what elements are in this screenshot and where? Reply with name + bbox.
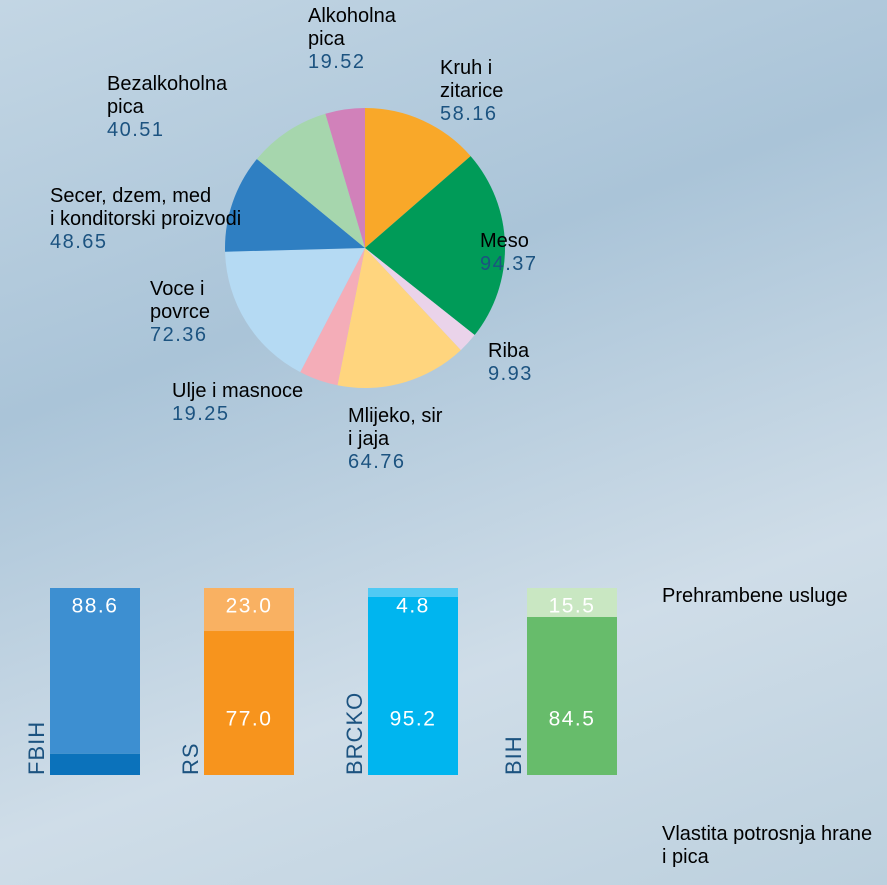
slice-label: Mlijeko, sir i jaja <box>348 405 442 451</box>
bar-segment <box>368 597 458 775</box>
slice-label: Riba <box>488 340 529 363</box>
category-label: FBIH <box>24 721 49 775</box>
bar-value-label: 84.5 <box>549 708 596 731</box>
bar-value-label: 4.8 <box>396 595 430 618</box>
slice-value: 19.25 <box>172 403 230 426</box>
slice-label: Voce i povrce <box>150 278 210 324</box>
slice-value: 19.52 <box>308 51 366 74</box>
bar-value-label: 95.2 <box>390 708 437 731</box>
slice-label: Secer, dzem, med i konditorski proizvodi <box>50 185 241 231</box>
legend-entry: Vlastita potrosnja hrane i pica <box>662 823 882 869</box>
category-label: RS <box>178 742 203 775</box>
bar-value-label: 88.6 <box>72 595 119 618</box>
slice-label: Ulje i masnoce <box>172 380 303 403</box>
slice-value: 94.37 <box>480 253 538 276</box>
slice-label: Meso <box>480 230 529 253</box>
bar-segment <box>527 617 617 775</box>
bar-segment <box>204 631 294 775</box>
bar-value-label: 23.0 <box>226 595 273 618</box>
slice-value: 72.36 <box>150 324 208 347</box>
legend-entry: Prehrambene usluge <box>662 585 852 608</box>
bar-value-label: 77.0 <box>226 708 273 731</box>
category-label: BRCKO <box>342 692 367 775</box>
infographic: 11.488.6FBIH77.023.0RS95.24.8BRCKO84.515… <box>0 0 887 885</box>
slice-label: Bezalkoholna pica <box>107 73 227 119</box>
category-label: BIH <box>501 735 526 775</box>
slice-value: 64.76 <box>348 451 406 474</box>
bar-value-label: 15.5 <box>549 595 596 618</box>
slice-value: 48.65 <box>50 231 108 254</box>
slice-value: 9.93 <box>488 363 533 386</box>
slice-value: 58.16 <box>440 103 498 126</box>
slice-label: Kruh i zitarice <box>440 57 503 103</box>
slice-label: Alkoholna pica <box>308 5 396 51</box>
bar-segment <box>50 754 140 775</box>
slice-value: 40.51 <box>107 119 165 142</box>
